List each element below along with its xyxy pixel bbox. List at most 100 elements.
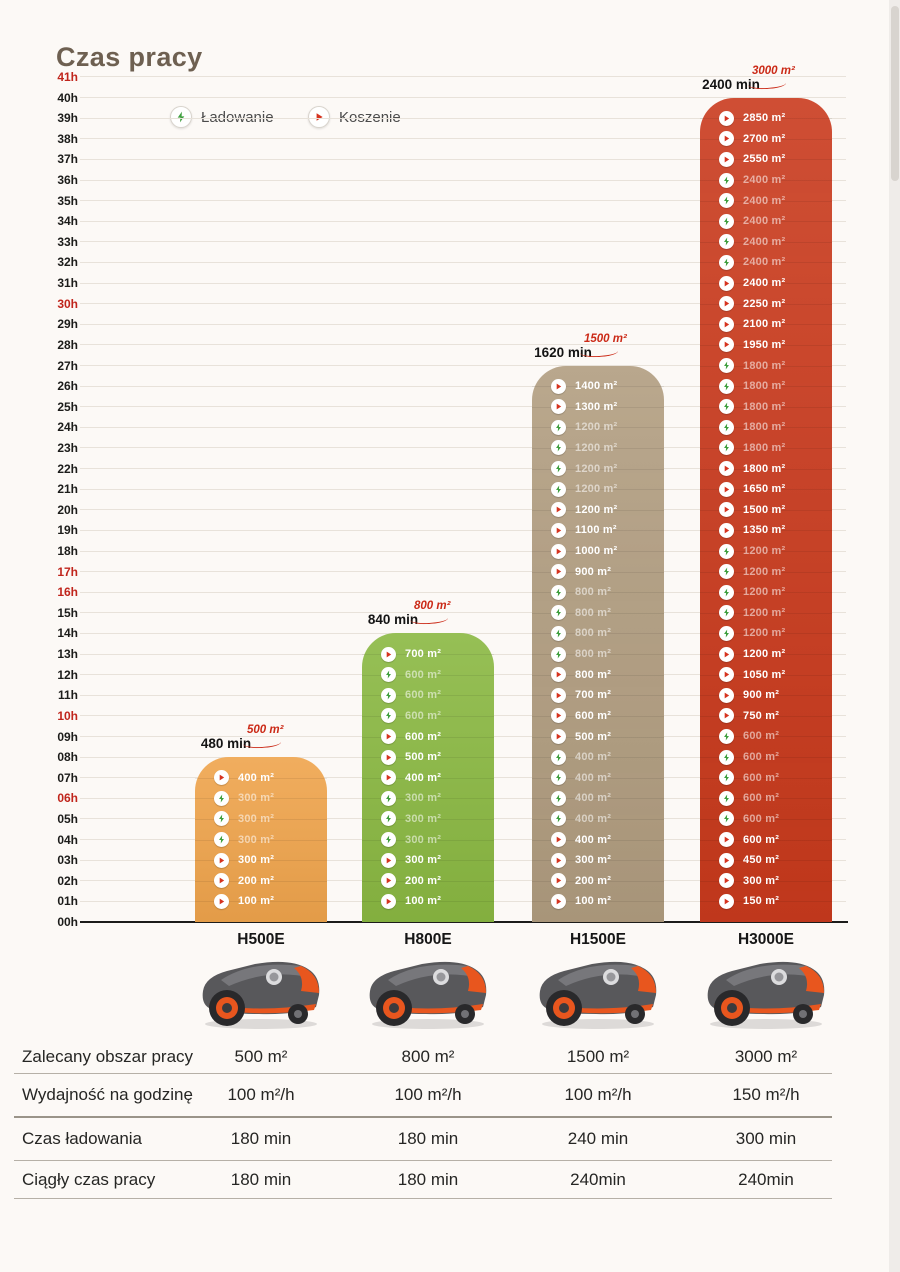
mowing-play-icon [719, 275, 734, 291]
bar-hour-divider [700, 138, 832, 140]
mowing-play-icon [551, 729, 566, 744]
mowing-play-icon [551, 852, 566, 868]
bar-segment-row: 2250 m² [700, 294, 832, 314]
legend-mowing: Koszenie [308, 106, 401, 128]
bar-segment-row: 1800 m² [700, 397, 832, 417]
table-cell: 1500 m² [566, 1047, 630, 1066]
charging-bolt-icon [381, 811, 396, 827]
gridline [80, 241, 846, 243]
bar-segment-row: 450 m² [700, 850, 832, 870]
bar-segment-row: 300 m² [362, 788, 494, 808]
segment-area-label: 600 m² [743, 833, 780, 846]
y-axis-tick-label: 01h [57, 894, 78, 909]
table-row: Ciągły czas pracy 180 min 180 min 240min 240… [14, 1161, 832, 1199]
bar-hour-divider [532, 839, 664, 841]
y-axis-tick-label: 34h [57, 214, 78, 229]
mowing-play-icon [381, 873, 396, 889]
model-label-h1500e: H1500E [569, 931, 626, 948]
table-cell: 500 m² [234, 1047, 288, 1066]
charging-bolt-icon [719, 213, 734, 229]
bar-segment-row: 600 m² [700, 726, 832, 746]
bar-hour-divider [700, 880, 832, 882]
mowing-play-icon [551, 873, 566, 889]
segment-area-label: 1200 m² [743, 627, 786, 640]
bar-segment-row: 1200 m² [700, 582, 832, 602]
bar-segment-row: 1050 m² [700, 665, 832, 685]
y-axis-tick-label: 10h [57, 708, 78, 723]
gridline [80, 612, 846, 614]
charging-bolt-icon [214, 790, 229, 806]
mowing-play-icon [719, 131, 734, 147]
gridline [80, 447, 846, 449]
mowing-play-icon [551, 502, 566, 518]
charging-bolt-icon [551, 584, 566, 600]
bar-hour-divider [700, 612, 832, 614]
charging-bolt-icon [551, 770, 566, 786]
segment-area-label: 2400 m² [743, 194, 786, 207]
page-title: Czas pracy [56, 42, 203, 72]
charging-bolt-icon [381, 667, 396, 683]
segment-area-label: 400 m² [238, 771, 275, 784]
segment-area-label: 600 m² [743, 751, 780, 764]
charging-bolt-icon [719, 811, 734, 827]
segment-area-label: 2400 m² [743, 174, 786, 187]
bar-hour-divider [700, 283, 832, 285]
y-axis-tick-label: 04h [57, 832, 78, 847]
bar-segment-row: 600 m² [700, 788, 832, 808]
charging-bolt-icon [551, 749, 566, 765]
segment-area-label: 2400 m² [743, 277, 786, 290]
segment-area-label: 300 m² [575, 854, 612, 867]
bar-segment-row: 2400 m² [700, 232, 832, 252]
y-axis-tick-label: 17h [57, 564, 78, 579]
charging-bolt-icon [719, 728, 734, 744]
model-label-h800e: H800E [404, 931, 452, 948]
bar-segment-row: 600 m² [700, 747, 832, 767]
bar-hour-divider [532, 654, 664, 656]
bar-hour-divider [700, 344, 832, 346]
table-cell: 180 min [397, 1129, 459, 1148]
bar-area-callout: 3000 m² [752, 64, 795, 77]
mower-image [694, 947, 838, 1033]
scrollbar-thumb[interactable] [890, 6, 899, 181]
segment-area-label: 1950 m² [743, 338, 786, 351]
bar-hour-divider [362, 880, 494, 882]
segment-area-label: 600 m² [405, 689, 442, 702]
gridline [80, 97, 846, 99]
mowing-play-icon [551, 667, 566, 683]
mowing-play-icon [381, 852, 396, 868]
gridline [80, 488, 846, 490]
segment-area-label: 450 m² [743, 854, 780, 867]
mowing-play-icon [719, 687, 734, 703]
gridline [80, 344, 846, 346]
table-cell: 100 m²/h [227, 1085, 295, 1104]
bar-hour-divider [532, 674, 664, 676]
bar-segment-row: 200 m² [362, 871, 494, 891]
table-cell: 3000 m² [734, 1047, 798, 1066]
bar-segment-row: 2400 m² [700, 170, 832, 190]
mowing-play-icon [551, 564, 566, 580]
bar-hour-divider [700, 468, 832, 470]
y-axis-tick-label: 11h [57, 688, 78, 703]
scrollbar[interactable] [889, 0, 900, 1272]
bar-segment-row: 600 m² [700, 809, 832, 829]
table-cell: 240 min [567, 1129, 629, 1148]
charging-bolt-icon [551, 461, 566, 477]
bar-segment-row: 600 m² [362, 665, 494, 685]
bar-hour-divider [532, 777, 664, 779]
legend-charging-label: Ładowanie [201, 108, 274, 126]
bar-hour-divider [700, 901, 832, 903]
segment-area-label: 500 m² [575, 730, 612, 743]
charging-bolt-icon [719, 564, 734, 580]
y-axis-tick-label: 22h [57, 461, 78, 476]
y-axis-tick-label: 39h [57, 111, 78, 126]
bar-segment-row: 1200 m² [700, 644, 832, 664]
bar-segment-row: 1800 m² [700, 356, 832, 376]
mowing-play-icon [214, 893, 229, 909]
bar-hour-divider [700, 489, 832, 491]
mower-image [189, 947, 333, 1033]
segment-area-label: 600 m² [743, 812, 780, 825]
mowing-play-icon [719, 110, 734, 126]
bar-hour-divider [532, 880, 664, 882]
legend-charging: Ładowanie [170, 106, 274, 128]
charging-bolt-icon [381, 790, 396, 806]
